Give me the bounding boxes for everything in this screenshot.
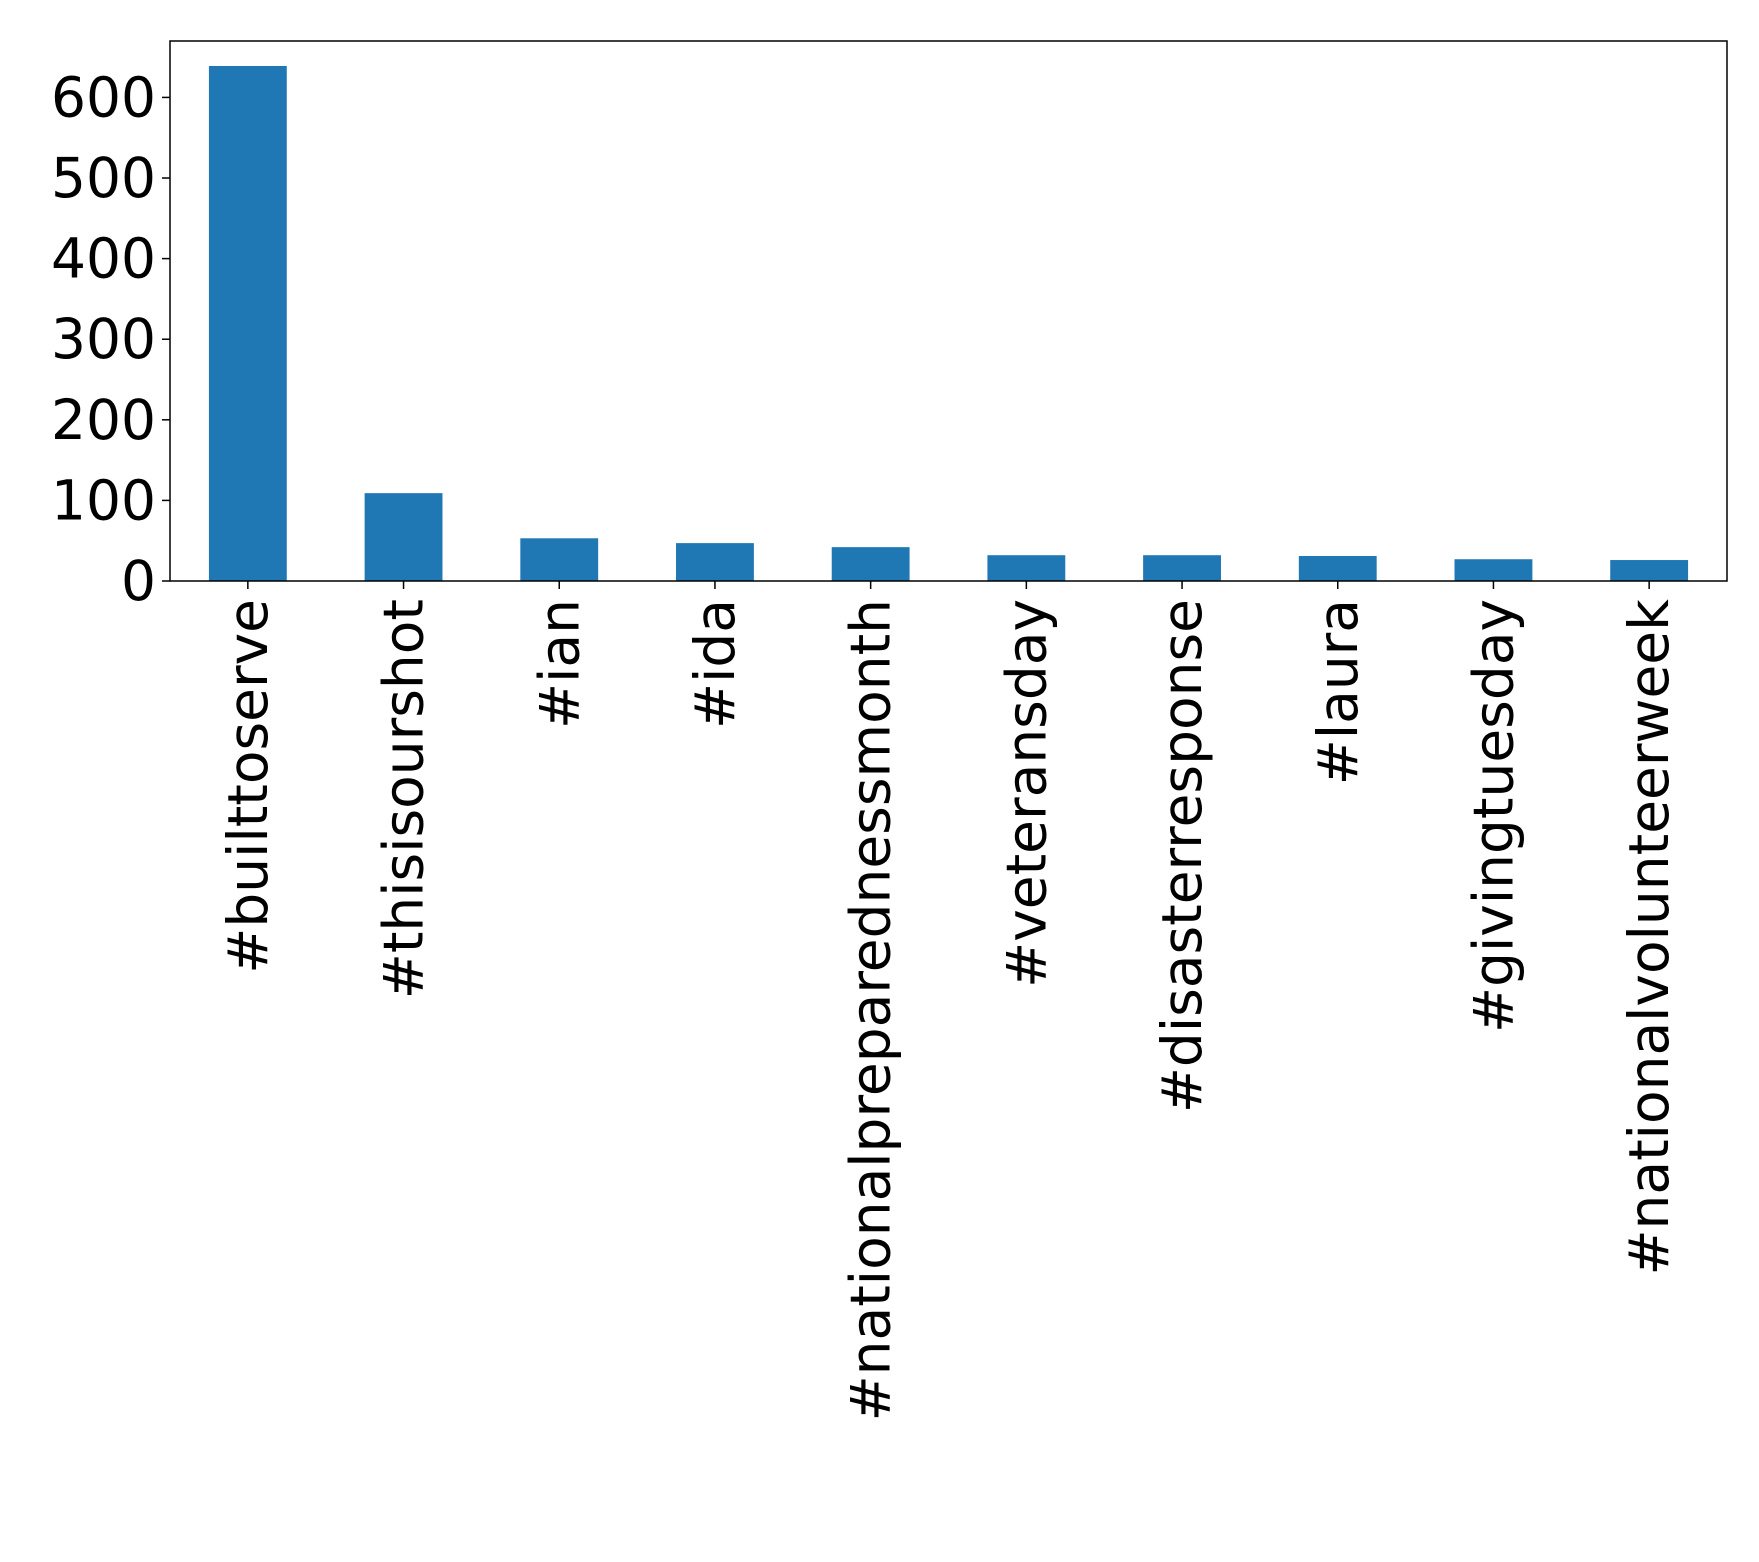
y-tick-label: 600 xyxy=(51,65,156,129)
x-tick-label: #builttoserve xyxy=(216,599,280,974)
y-tick-label: 0 xyxy=(121,549,156,613)
x-tick-label: #laura xyxy=(1306,599,1370,785)
bars-group xyxy=(208,65,1689,581)
x-tick-label: #nationalvolunteerweek xyxy=(1617,599,1681,1276)
y-tick-label: 500 xyxy=(51,146,156,210)
x-tick-label: #givingtuesday xyxy=(1461,599,1525,1033)
bar xyxy=(1298,556,1377,581)
bar xyxy=(1610,560,1689,581)
bar xyxy=(987,555,1066,581)
plot-frame xyxy=(169,40,1728,582)
bar xyxy=(208,65,287,581)
bar xyxy=(364,493,443,581)
x-tick-label: #ian xyxy=(527,599,591,729)
x-tick-label: #nationalpreparednessmonth xyxy=(839,599,903,1421)
y-tick-label: 400 xyxy=(51,227,156,291)
y-tick-label: 100 xyxy=(51,468,156,532)
bar xyxy=(676,543,754,581)
y-tick-label: 300 xyxy=(51,307,156,371)
x-tick-label: #disasterresponse xyxy=(1150,599,1214,1113)
bar xyxy=(1143,555,1221,581)
bar xyxy=(831,547,910,581)
x-tick-label: #veteransday xyxy=(994,599,1058,988)
bar xyxy=(520,538,599,581)
bar xyxy=(1454,559,1533,581)
y-tick-label: 200 xyxy=(51,388,156,452)
y-axis: 0 100 200 300 400 500 600 xyxy=(51,65,170,613)
x-tick-label: #thisisourshot xyxy=(372,599,436,999)
x-tick-label: #ida xyxy=(683,599,747,729)
x-axis: #builttoserve #thisisourshot #ian #ida #nati… xyxy=(216,581,1681,1421)
